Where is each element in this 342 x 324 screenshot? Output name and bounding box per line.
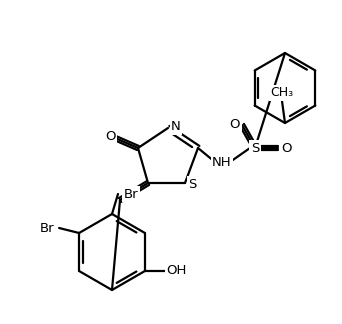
Text: S: S <box>188 178 196 191</box>
Text: OH: OH <box>167 264 187 277</box>
Text: O: O <box>230 118 240 131</box>
Text: O: O <box>281 142 291 155</box>
Text: S: S <box>251 142 259 155</box>
Text: NH: NH <box>212 156 232 168</box>
Text: CH₃: CH₃ <box>271 87 293 99</box>
Text: O: O <box>105 131 115 144</box>
Text: Br: Br <box>124 188 138 201</box>
Text: Br: Br <box>40 222 54 235</box>
Text: N: N <box>171 121 181 133</box>
